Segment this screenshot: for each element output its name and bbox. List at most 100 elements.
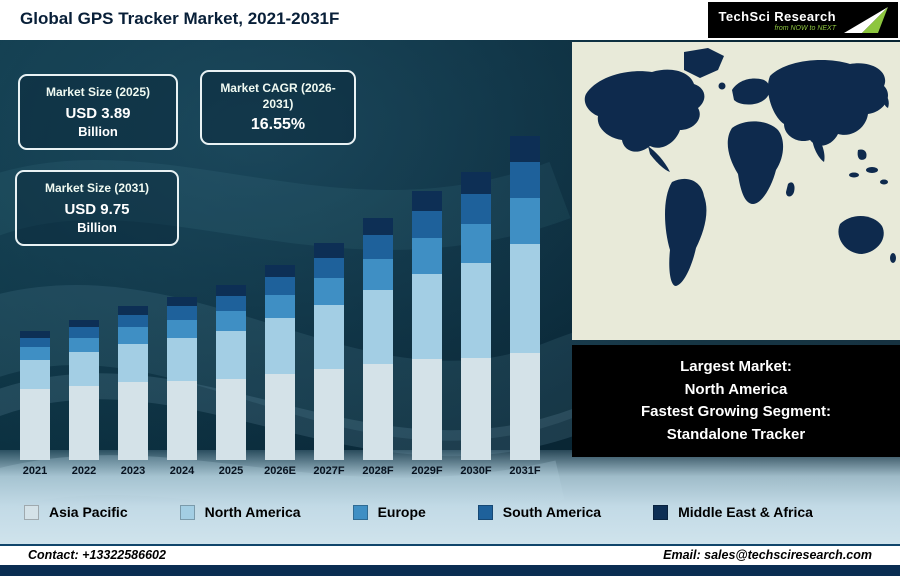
bar-stack [216,284,246,460]
bar-segment-south-america [216,295,246,311]
bar-segment-middle-east-africa [314,242,344,258]
bar-segment-asia-pacific [216,379,246,460]
bar-segment-middle-east-africa [118,306,148,315]
bar-segment-europe [167,319,197,339]
bar-segment-south-america [118,314,148,327]
bar-segment-middle-east-africa [265,264,295,278]
bar-column: 2029F [411,40,443,477]
year-label: 2028F [362,465,394,477]
world-map-panel [572,42,900,340]
bar-stack [314,242,344,460]
bar-column: 2021 [20,40,50,477]
legend-label: Europe [377,504,426,520]
footer-contact: Contact: +13322586602 [28,548,166,562]
fastest-segment-label: Fastest Growing Segment: [640,403,832,420]
stat-box-market-size-2025: Market Size (2025) USD 3.89 Billion [18,74,178,150]
bar-segment-south-america [510,162,540,199]
bar-stack [20,331,50,460]
bar-segment-middle-east-africa [167,296,197,307]
chart-area: 2021 2022 2023 2024 2025 2026E 2027F 2028F 2029F… [0,40,900,544]
bar-segment-europe [216,310,246,331]
bar-segment-north-america [363,289,393,365]
legend-swatch [352,504,368,520]
bar-segment-europe [510,198,540,244]
market-highlights-panel: Largest Market: North America Fastest Gr… [572,345,900,457]
year-label: 2022 [71,465,97,477]
bar-segment-south-america [314,257,344,278]
bar-segment-asia-pacific [314,369,344,460]
bar-segment-asia-pacific [412,359,442,460]
bar-column: 2024 [167,40,197,477]
bar-column: 2030F [460,40,492,477]
legend-swatch [477,504,493,520]
legend-label: Asia Pacific [49,504,128,520]
bar-segment-europe [118,326,148,344]
legend-item: North America [179,504,301,520]
bar-stack [69,319,99,460]
bar-segment-europe [363,258,393,290]
bar-chart: 2021 2022 2023 2024 2025 2026E 2027F 2028F 2029F… [20,40,560,477]
legend-label: South America [502,504,602,520]
bar-segment-north-america [510,243,540,354]
largest-market-label: Largest Market: [680,358,792,375]
stat-box-market-cagr: Market CAGR (2026-2031) 16.55% [200,70,356,146]
bar-segment-middle-east-africa [461,171,491,194]
bar-column: 2025 [216,40,246,477]
footer-email: Email: sales@techsciresearch.com [663,548,872,562]
header-bar: Global GPS Tracker Market, 2021-2031F Te… [0,0,900,40]
bar-segment-north-america [20,359,50,390]
stat-label: Market Size (2031) [44,181,150,195]
footer-navy-strip [0,565,900,576]
legend-label: Middle East & Africa [678,504,813,520]
bar-segment-asia-pacific [69,385,99,460]
bar-segment-europe [69,337,99,352]
largest-market-value: North America [684,380,788,398]
year-label: 2023 [120,465,146,477]
logo-tagline: from NOW to NEXT [774,24,836,32]
bar-segment-south-america [265,277,295,295]
techsci-logo: TechSci Research from NOW to NEXT [708,2,898,38]
logo-text: TechSci Research from NOW to NEXT [719,9,836,32]
bar-column: 2027F [313,40,345,477]
bar-stack [461,171,491,460]
stat-box-market-size-2031: Market Size (2031) USD 9.75 Billion [15,170,179,246]
legend: Asia Pacific North America Europe South Ame… [24,496,884,528]
bar-segment-north-america [461,263,491,359]
legend-item: Europe [352,504,426,520]
stat-label: Market CAGR (2026-2031) [220,81,336,111]
bar-segment-north-america [314,304,344,370]
bar-segment-middle-east-africa [510,136,540,163]
logo-name: TechSci Research [718,8,836,24]
stat-value: USD 9.75 [64,200,130,218]
bar-segment-europe [461,224,491,264]
bar-column: 2028F [362,40,394,477]
bar-stack [363,217,393,460]
bar-segment-south-america [461,193,491,225]
fastest-segment-value: Standalone Tracker [666,425,806,443]
bar-column: 2022 [69,40,99,477]
bar-segment-europe [265,294,295,319]
bar-segment-europe [314,277,344,305]
year-label: 2024 [169,465,195,477]
legend-swatch [24,504,39,520]
stat-value: USD 3.89 [65,104,131,122]
bar-segment-middle-east-africa [69,319,99,328]
bar-segment-south-america [167,306,197,320]
year-label: 2030F [460,465,492,477]
legend-item: Asia Pacific [24,504,128,520]
year-label: 2025 [218,465,244,477]
bar-segment-north-america [167,338,197,381]
bar-segment-north-america [412,273,442,360]
bar-segment-asia-pacific [510,353,540,460]
footer-bar: Contact: +13322586602 Email: sales@techs… [0,544,900,565]
bar-segment-europe [20,346,50,360]
bar-segment-middle-east-africa [412,190,442,211]
year-label: 2026E [264,465,296,477]
bar-segment-north-america [118,343,148,383]
bar-segment-south-america [20,337,50,347]
bar-segment-asia-pacific [20,389,50,460]
bar-segment-asia-pacific [461,358,491,460]
world-map [572,42,900,340]
bar-stack [167,296,197,460]
